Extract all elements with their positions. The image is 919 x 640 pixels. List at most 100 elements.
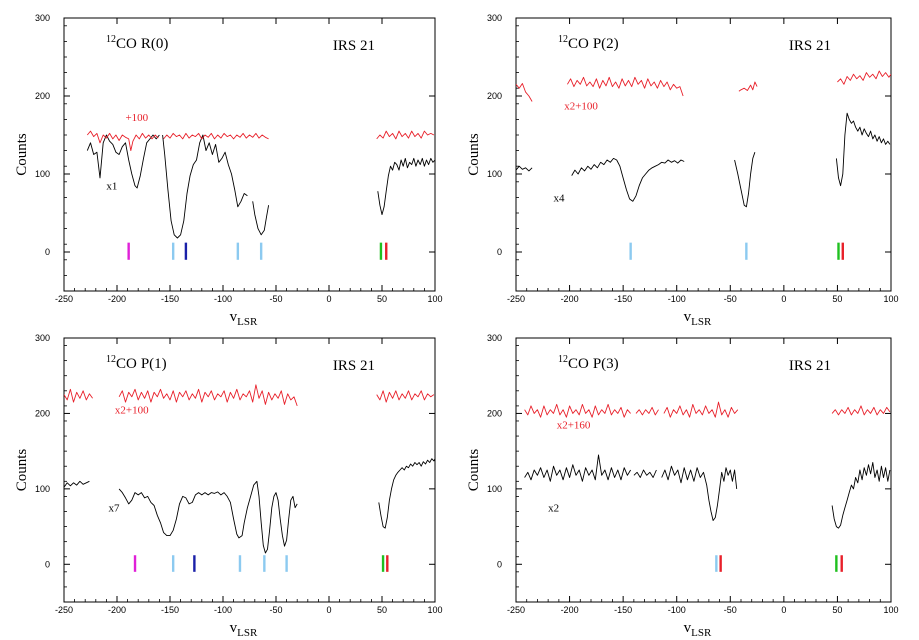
y-tick-label: 300 xyxy=(487,13,502,23)
isotope-superscript: 12 xyxy=(558,34,568,45)
series-annotation: x2+160 xyxy=(557,420,591,432)
series-line-segment xyxy=(377,157,435,216)
series-line-segment xyxy=(118,480,298,554)
source-label: IRS 21 xyxy=(789,358,831,374)
x-tick-label: 50 xyxy=(832,605,842,615)
x-axis-label-main: v xyxy=(230,309,238,325)
series-line-segment xyxy=(635,406,659,416)
series-spectrum xyxy=(516,112,891,208)
x-tick-label: 100 xyxy=(883,294,898,304)
series-line-segment xyxy=(64,480,90,488)
plot-frame xyxy=(515,337,892,603)
transition-label: P(2) xyxy=(593,36,619,52)
source-label: IRS 21 xyxy=(789,38,831,54)
series-line-segment xyxy=(831,405,891,416)
x-tick-label: 0 xyxy=(326,294,331,304)
series-offset-spectrum xyxy=(86,130,435,152)
x-axis-label: vLSR xyxy=(230,309,258,328)
series-line-segment xyxy=(738,81,758,92)
x-axis-label: vLSR xyxy=(684,309,712,328)
y-tick-label: 200 xyxy=(35,91,50,101)
series-line-segment xyxy=(835,112,891,187)
series-line-segment xyxy=(64,388,93,403)
y-tick-label: 100 xyxy=(487,484,502,494)
y-tick-label: 200 xyxy=(35,408,50,418)
source-label: IRS 21 xyxy=(333,38,375,54)
x-tick-label: -150 xyxy=(614,294,632,304)
y-tick-label: 100 xyxy=(35,484,50,494)
panel-p3: -250 -200 -150 -100 -50 0 50 100 0 100 200 300 vLSR C… xyxy=(466,333,899,639)
x-tick-label: -200 xyxy=(561,294,579,304)
x-axis-label-main: v xyxy=(684,620,692,636)
x-axis-label: vLSR xyxy=(230,620,258,639)
y-axis-label: Counts xyxy=(14,449,30,492)
x-tick-label: -100 xyxy=(668,605,686,615)
x-axis-label: vLSR xyxy=(684,620,712,639)
series-line-segment xyxy=(252,201,270,236)
x-tick-label: -250 xyxy=(507,605,525,615)
x-axis-label-main: v xyxy=(684,309,692,325)
series-line-segment xyxy=(376,390,435,403)
x-tick-label: -50 xyxy=(269,294,282,304)
y-axis-label: Counts xyxy=(466,133,482,176)
series-line-segment xyxy=(163,132,269,140)
series-line-segment xyxy=(118,384,298,407)
series-line-segment xyxy=(86,130,159,152)
y-axis-label: Counts xyxy=(14,133,30,176)
series-annotation: x2+100 xyxy=(564,100,598,112)
x-axis-label-sub: LSR xyxy=(237,316,258,328)
series-offset-spectrum xyxy=(524,401,891,418)
series-annotation: x4 xyxy=(554,192,566,204)
plot-frame xyxy=(515,17,892,292)
panel-p1: -250 -200 -150 -100 -50 0 50 100 0 100 200 300 vLSR C… xyxy=(14,333,443,639)
x-tick-label: -150 xyxy=(161,605,179,615)
series-annotation: x2 xyxy=(548,502,559,514)
series-line-segment xyxy=(831,462,891,529)
x-tick-label: -100 xyxy=(214,294,232,304)
x-tick-label: -200 xyxy=(108,605,126,615)
x-tick-label: -250 xyxy=(507,294,525,304)
isotope-superscript: 12 xyxy=(558,354,568,365)
x-tick-label: 0 xyxy=(781,605,786,615)
series-spectrum xyxy=(64,458,435,554)
series-spectrum xyxy=(524,454,891,529)
x-tick-label: 50 xyxy=(377,605,387,615)
series-annotation: x1 xyxy=(106,181,117,193)
molecule-label: CO xyxy=(568,36,589,52)
y-tick-label: 100 xyxy=(487,169,502,179)
plot-frame xyxy=(63,17,436,292)
x-tick-label: 50 xyxy=(377,294,387,304)
y-tick-label: 100 xyxy=(35,169,50,179)
molecule-label: CO xyxy=(568,356,589,372)
series-line-segment xyxy=(633,469,657,478)
x-tick-label: 0 xyxy=(326,605,331,615)
y-tick-label: 300 xyxy=(35,13,50,23)
source-label: IRS 21 xyxy=(333,358,375,374)
series-spectrum xyxy=(86,134,435,239)
isotope-superscript: 12 xyxy=(106,354,116,365)
series-annotation: x2+100 xyxy=(115,404,149,416)
series-line-segment xyxy=(516,165,533,172)
isotope-superscript: 12 xyxy=(106,34,116,45)
series-line-segment xyxy=(524,454,631,482)
series-line-segment xyxy=(376,130,435,140)
series-line-segment xyxy=(567,76,684,97)
panel-r0: -250 -200 -150 -100 -50 0 50 100 0 100 200 300 vLSR C… xyxy=(14,13,443,328)
series-offset-spectrum xyxy=(516,70,891,102)
panel-p2: -250 -200 -150 -100 -50 0 50 100 0 100 200 300 vLSR C… xyxy=(466,13,899,328)
x-tick-label: -50 xyxy=(269,605,282,615)
series-line-segment xyxy=(162,134,248,239)
panel-title: 12CO P(2) xyxy=(558,34,619,52)
x-axis-label-sub: LSR xyxy=(691,316,712,328)
series-offset-spectrum xyxy=(64,384,435,407)
panel-title: 12CO P(1) xyxy=(106,354,167,372)
x-tick-label: 0 xyxy=(781,294,786,304)
series-line-segment xyxy=(571,157,685,202)
series-annotation: x7 xyxy=(109,502,121,514)
x-axis-label-main: v xyxy=(230,620,238,636)
x-tick-label: -50 xyxy=(724,294,737,304)
x-tick-label: 100 xyxy=(427,605,442,615)
x-tick-label: 100 xyxy=(883,605,898,615)
series-line-segment xyxy=(516,83,533,102)
molecule-label: CO xyxy=(116,36,137,52)
